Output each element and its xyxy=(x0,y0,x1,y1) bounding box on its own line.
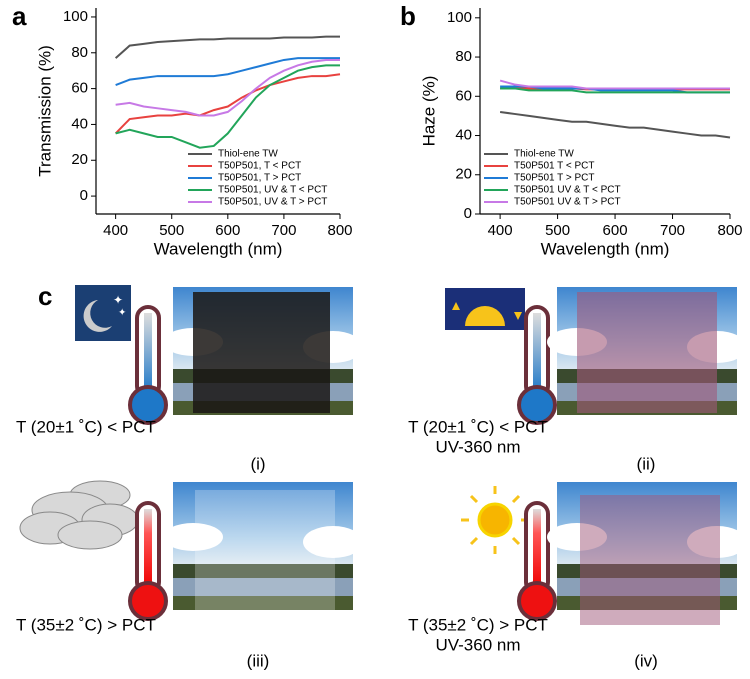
legend-label: T50P501 T > PCT xyxy=(514,173,595,184)
data-line xyxy=(499,110,731,139)
thermometer xyxy=(128,305,168,425)
legend-label: T50P501, T > PCT xyxy=(218,173,301,184)
sun-half xyxy=(465,306,505,326)
film-dark xyxy=(193,292,330,413)
legend-label: Thiol-ene TW xyxy=(218,149,278,160)
x-tick-label: 600 xyxy=(215,222,240,239)
x-axis-label: Wavelength (nm) xyxy=(541,239,670,258)
x-tick-label: 700 xyxy=(271,222,296,239)
y-tick-label: 0 xyxy=(80,187,88,204)
condition: T (20±1 ˚C) < PCT xyxy=(408,417,548,436)
moon xyxy=(83,300,112,332)
sub-label: (i) xyxy=(250,454,265,473)
y-tick-label: 0 xyxy=(464,205,472,222)
y-tick-label: 40 xyxy=(71,115,88,132)
condition: T (20±1 ˚C) < PCT xyxy=(16,417,156,436)
y-tick-label: 20 xyxy=(455,166,472,183)
legend-label: T50P501 T < PCT xyxy=(514,161,595,172)
sub-label: (ii) xyxy=(637,454,656,473)
x-tick-label: 700 xyxy=(660,222,685,239)
uv-note: UV-360 nm xyxy=(435,635,520,654)
x-tick-label: 500 xyxy=(545,222,570,239)
legend-label: T50P501 UV & T > PCT xyxy=(514,197,621,208)
data-line xyxy=(499,79,730,90)
legend-label: T50P501, UV & T > PCT xyxy=(218,197,327,208)
legend-label: T50P501, UV & T < PCT xyxy=(218,185,327,196)
thermometer xyxy=(517,305,557,425)
thermometer xyxy=(517,501,557,621)
legend-label: T50P501, T < PCT xyxy=(218,161,301,172)
y-tick-label: 80 xyxy=(71,44,88,61)
film-clear xyxy=(195,490,335,610)
thermometer xyxy=(128,501,168,621)
x-tick-label: 800 xyxy=(327,222,352,239)
x-tick-label: 400 xyxy=(103,222,128,239)
data-line xyxy=(500,87,730,94)
x-tick-label: 600 xyxy=(603,222,628,239)
cloud-icon xyxy=(19,480,139,550)
y-tick-label: 40 xyxy=(455,126,472,143)
data-line xyxy=(115,58,340,117)
y-tick-label: 100 xyxy=(447,9,472,26)
sun-icon xyxy=(461,486,529,554)
x-tick-label: 500 xyxy=(159,222,184,239)
star-icon: ✦ xyxy=(118,308,126,319)
x-tick-label: 400 xyxy=(488,222,513,239)
y-axis-label: Haze (%) xyxy=(419,76,438,147)
y-tick-label: 100 xyxy=(63,8,88,25)
condition: T (35±2 ˚C) > PCT xyxy=(16,615,156,634)
film-pink xyxy=(577,292,717,413)
data-line xyxy=(114,73,341,135)
condition: T (35±2 ˚C) > PCT xyxy=(408,615,548,634)
y-tick-label: 60 xyxy=(71,80,88,97)
sub-label: (iv) xyxy=(634,651,658,670)
y-tick-label: 20 xyxy=(71,151,88,168)
sub-label: (iii) xyxy=(247,651,270,670)
legend-label: Thiol-ene TW xyxy=(514,149,574,160)
x-axis-label: Wavelength (nm) xyxy=(154,239,283,258)
y-tick-label: 80 xyxy=(455,48,472,65)
star-icon: ✦ xyxy=(113,293,123,307)
legend-label: T50P501 UV & T < PCT xyxy=(514,185,621,196)
data-line xyxy=(115,64,340,149)
panel-label: c xyxy=(38,281,52,311)
data-line xyxy=(115,57,340,86)
panel-c-artwork: ✦ ✦ c T (20±1 ˚C) < PCT (i) T (20±1 ˚C) … xyxy=(16,281,747,670)
y-tick-label: 60 xyxy=(455,87,472,104)
data-line xyxy=(114,35,340,59)
x-tick-label: 800 xyxy=(717,222,742,239)
y-axis-label: Transmission (%) xyxy=(35,45,54,177)
panel-label: a xyxy=(12,1,27,31)
uv-note: UV-360 nm xyxy=(435,437,520,456)
film-pink xyxy=(580,495,720,625)
panel-label: b xyxy=(400,1,416,31)
